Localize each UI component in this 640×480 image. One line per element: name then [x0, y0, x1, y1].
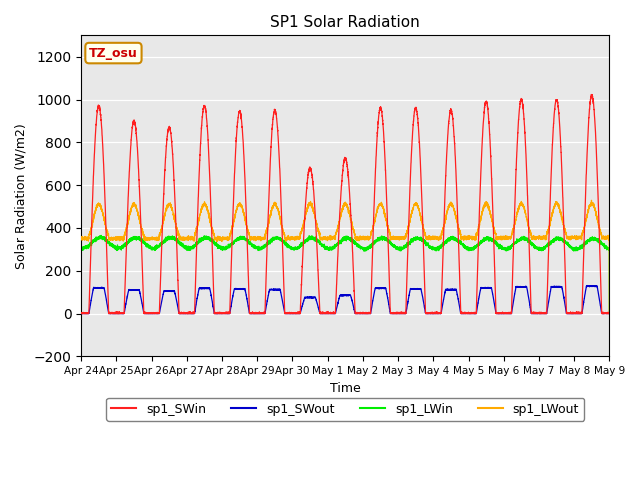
X-axis label: Time: Time [330, 382, 360, 395]
Title: SP1 Solar Radiation: SP1 Solar Radiation [270, 15, 420, 30]
Legend: sp1_SWin, sp1_SWout, sp1_LWin, sp1_LWout: sp1_SWin, sp1_SWout, sp1_LWin, sp1_LWout [106, 398, 584, 420]
Y-axis label: Solar Radiation (W/m2): Solar Radiation (W/m2) [15, 123, 28, 269]
Text: TZ_osu: TZ_osu [89, 47, 138, 60]
